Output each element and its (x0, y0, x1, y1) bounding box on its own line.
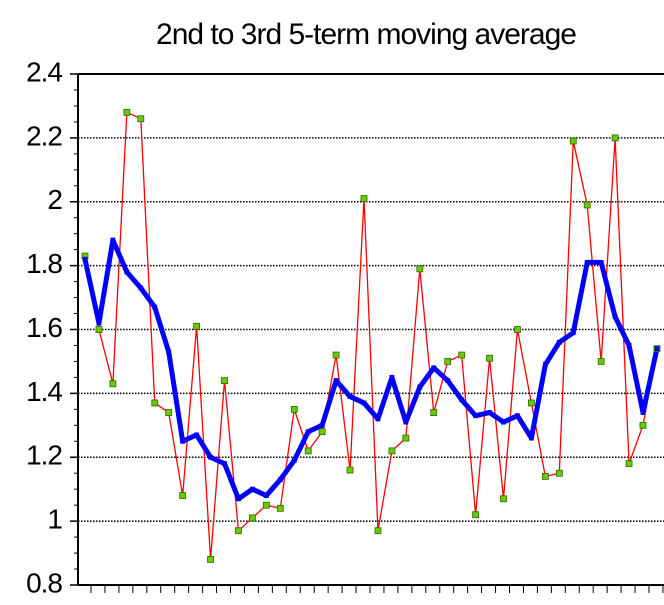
marker (654, 346, 660, 352)
marker (347, 394, 353, 399)
marker (235, 527, 242, 535)
marker (179, 492, 187, 499)
marker (569, 137, 577, 145)
marker (166, 349, 172, 355)
marker (138, 285, 144, 291)
marker (598, 260, 604, 265)
marker (124, 269, 130, 275)
marker (222, 461, 227, 467)
marker (515, 413, 520, 419)
marker (248, 514, 256, 522)
marker (541, 473, 549, 480)
y-tick-label: 1 (47, 504, 62, 535)
marker (375, 416, 381, 422)
marker (207, 556, 214, 563)
marker (542, 362, 548, 368)
marker (361, 400, 367, 406)
series-line (84, 111, 658, 561)
marker (109, 380, 117, 388)
marker (528, 399, 535, 407)
marker (612, 314, 618, 320)
marker (137, 115, 145, 123)
marker (319, 422, 325, 428)
marker (95, 326, 103, 333)
marker (236, 496, 241, 502)
marker (431, 365, 437, 371)
y-tick-label: 0.8 (26, 567, 62, 598)
marker (333, 378, 339, 384)
marker (625, 460, 633, 468)
marker (403, 419, 409, 425)
marker (416, 265, 424, 273)
marker (626, 343, 632, 348)
marker (458, 351, 466, 359)
y-tick-label: 2 (47, 184, 62, 215)
marker (459, 397, 465, 403)
marker (529, 435, 534, 441)
marker (82, 256, 88, 262)
marker (346, 466, 354, 474)
marker (583, 201, 591, 209)
marker (389, 375, 395, 380)
marker (444, 358, 452, 365)
marker (388, 447, 396, 455)
chart-title: 2nd to 3rd 5-term moving average (156, 18, 576, 51)
marker (417, 384, 423, 390)
marker (221, 377, 228, 385)
marker (262, 501, 270, 509)
marker (151, 399, 159, 407)
marker (304, 447, 312, 455)
y-tick-label: 2.2 (26, 120, 62, 151)
marker (402, 434, 410, 442)
marker (556, 339, 562, 345)
marker (290, 405, 298, 413)
marker (584, 260, 590, 265)
y-tick-label: 1.8 (26, 248, 62, 279)
marker (193, 322, 201, 330)
marker (500, 495, 507, 503)
marker (277, 477, 283, 483)
marker (430, 409, 438, 416)
marker (305, 429, 311, 435)
marker (152, 304, 158, 310)
marker (555, 469, 563, 477)
marker (208, 454, 213, 460)
y-tick-label: 1.6 (26, 312, 62, 343)
marker (611, 134, 619, 142)
marker (123, 108, 131, 116)
marker (318, 428, 326, 436)
marker (332, 351, 340, 359)
marker (249, 486, 255, 492)
marker (180, 438, 186, 444)
marker (597, 358, 605, 365)
marker (473, 413, 479, 419)
marker (486, 354, 493, 362)
marker (263, 493, 269, 498)
marker (639, 421, 647, 429)
marker (374, 527, 382, 535)
y-tick-label: 2.4 (26, 56, 62, 87)
marker (640, 410, 646, 415)
marker (514, 326, 521, 333)
marker (291, 458, 297, 463)
y-tick-label: 1.2 (26, 440, 62, 471)
marker (445, 378, 451, 384)
marker (96, 320, 102, 326)
marker (276, 504, 284, 512)
marker (570, 330, 576, 336)
marker (472, 511, 480, 519)
y-tick-label: 1.4 (26, 376, 62, 407)
marker (360, 195, 368, 202)
marker (501, 419, 506, 425)
marker (165, 409, 173, 416)
marker (194, 432, 200, 438)
marker (110, 237, 116, 243)
marker (487, 410, 492, 415)
